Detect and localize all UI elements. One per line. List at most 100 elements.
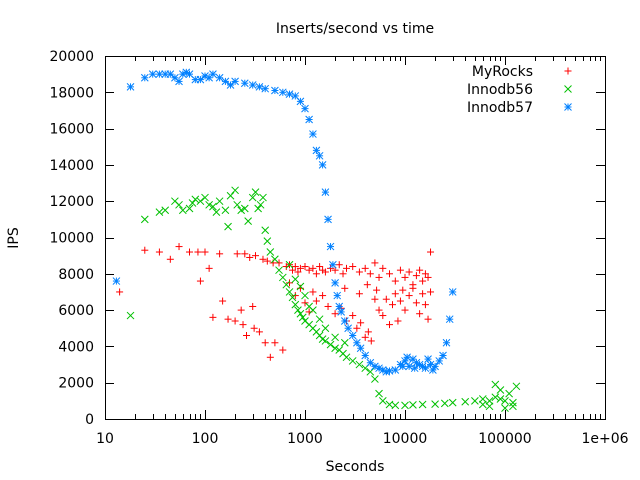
data-point — [419, 290, 427, 298]
data-point — [312, 297, 320, 305]
data-point — [326, 242, 335, 251]
data-point — [442, 338, 451, 347]
data-point — [364, 328, 372, 336]
data-point — [205, 200, 213, 209]
data-point — [409, 400, 417, 409]
data-point — [355, 290, 363, 298]
data-point — [275, 266, 283, 275]
data-point — [321, 337, 330, 345]
data-point — [279, 346, 287, 354]
x-axis-label: Seconds — [326, 459, 385, 475]
data-point — [355, 360, 364, 369]
chart-title: Inserts/second vs time — [276, 21, 434, 37]
data-point — [335, 302, 344, 311]
data-point — [371, 295, 379, 303]
data-point — [166, 70, 175, 79]
data-point — [375, 273, 383, 281]
data-point — [318, 161, 327, 169]
data-point — [286, 279, 294, 287]
data-point — [271, 339, 279, 347]
data-point — [315, 315, 324, 324]
data-point — [405, 292, 413, 300]
data-point — [205, 264, 213, 272]
data-point — [191, 195, 200, 204]
data-point — [319, 292, 327, 300]
data-point — [357, 319, 365, 327]
data-point — [259, 193, 267, 202]
data-point — [348, 357, 357, 365]
data-point — [282, 280, 291, 289]
data-point — [321, 268, 329, 276]
data-point — [248, 81, 257, 89]
data-point — [412, 299, 420, 307]
data-point — [209, 202, 217, 211]
y-tick-label: 8000 — [58, 267, 94, 283]
data-point — [278, 88, 287, 97]
data-point — [324, 302, 332, 310]
data-point — [140, 73, 149, 82]
data-point — [185, 204, 194, 213]
data-point — [378, 396, 387, 405]
x-tick-label: 1000 — [287, 431, 323, 447]
data-point — [201, 193, 209, 202]
data-point — [340, 317, 349, 325]
data-point — [401, 401, 409, 410]
data-point — [261, 339, 269, 347]
data-point — [321, 324, 330, 333]
data-point — [401, 306, 409, 314]
data-point — [509, 398, 517, 407]
data-point — [186, 248, 194, 256]
data-point — [231, 186, 239, 195]
data-point — [242, 332, 250, 340]
data-point — [496, 395, 505, 403]
legend-marker — [564, 103, 572, 111]
data-point — [291, 92, 300, 100]
data-point — [418, 400, 427, 409]
data-point — [196, 277, 204, 285]
data-point — [429, 366, 437, 374]
data-point — [305, 115, 313, 124]
data-point — [296, 264, 304, 272]
legend-label: MyRocks — [472, 64, 533, 80]
data-point — [294, 306, 302, 314]
data-point — [331, 344, 339, 353]
data-point — [221, 77, 230, 86]
data-point — [435, 357, 444, 365]
data-point — [391, 290, 399, 298]
data-point — [342, 264, 350, 272]
data-point — [340, 338, 349, 347]
data-point — [424, 355, 432, 363]
data-point — [382, 295, 390, 303]
data-point — [291, 263, 299, 271]
data-point — [379, 264, 387, 272]
data-point — [491, 393, 500, 402]
y-axis: 0 2000 4000 6000 8000 10000 12000 14000 16000 180… — [49, 49, 605, 428]
data-point — [301, 299, 309, 307]
data-point — [161, 206, 170, 215]
data-point — [294, 268, 302, 276]
data-point — [226, 81, 235, 89]
data-point — [251, 188, 260, 196]
data-point — [448, 288, 457, 296]
y-tick-label: 0 — [85, 412, 94, 428]
data-point — [254, 204, 263, 213]
data-point — [341, 284, 349, 292]
data-point — [445, 315, 454, 324]
y-tick-label: 2000 — [58, 376, 94, 392]
data-point — [379, 312, 387, 320]
data-point — [285, 90, 294, 98]
data-point — [116, 288, 124, 296]
data-point — [361, 264, 369, 272]
data-point — [485, 402, 494, 411]
x-tick-label: 100 — [192, 431, 219, 447]
data-point — [344, 324, 352, 333]
data-point — [126, 311, 135, 320]
data-point — [291, 292, 299, 300]
data-point — [175, 243, 183, 251]
y-tick-label: 12000 — [49, 194, 94, 210]
data-point — [259, 255, 267, 263]
data-point — [331, 266, 339, 274]
data-point — [237, 206, 246, 215]
data-point — [478, 400, 487, 409]
